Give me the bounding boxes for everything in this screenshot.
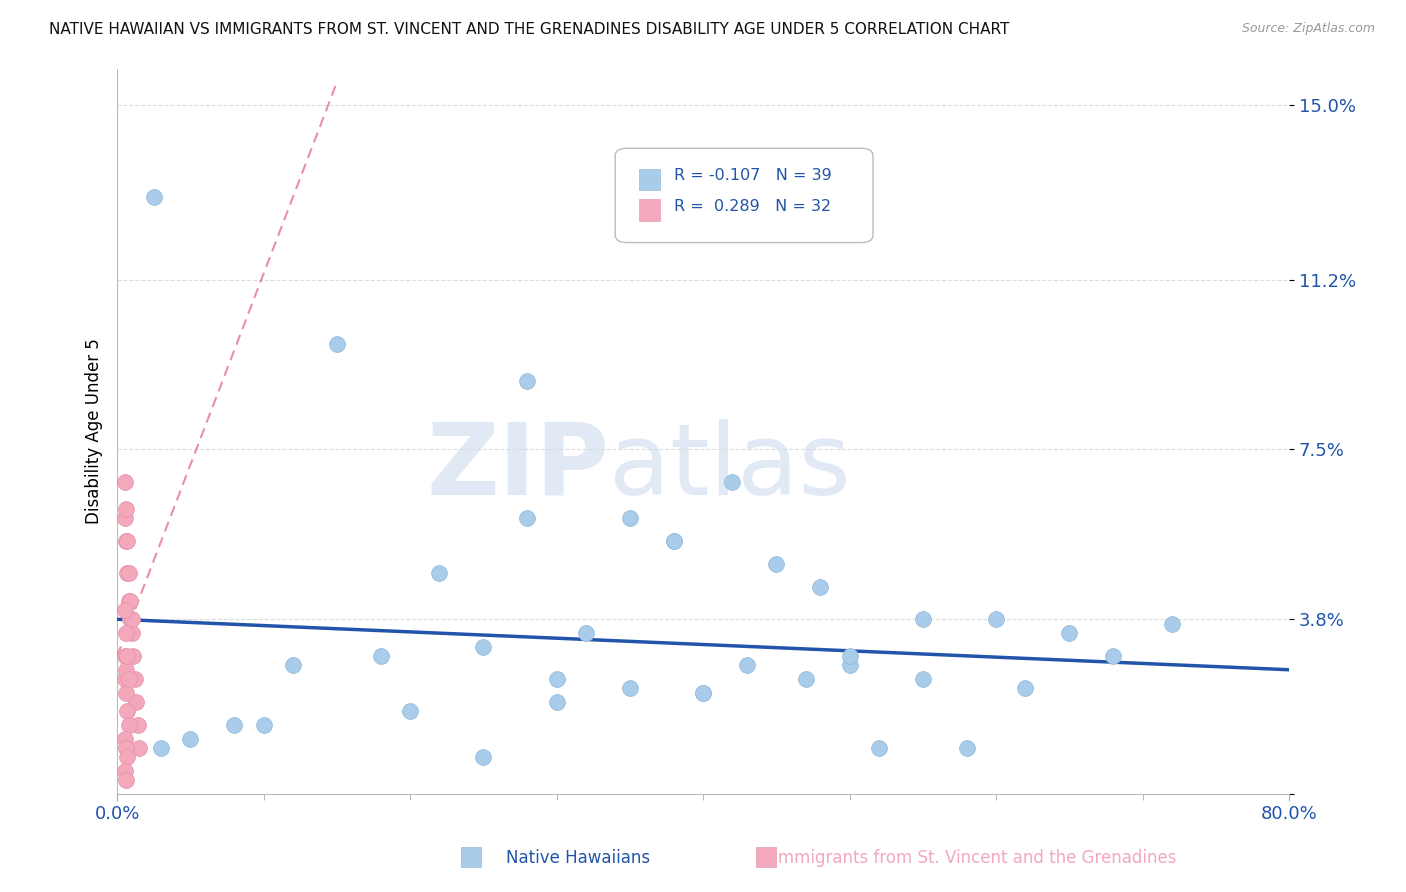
Point <box>120 594 142 608</box>
Point <box>1014 681 1036 695</box>
Point <box>125 695 148 709</box>
Point <box>118 594 141 608</box>
Point <box>911 672 934 686</box>
Point <box>115 502 138 516</box>
Point <box>794 672 817 686</box>
Point <box>114 648 136 663</box>
Point <box>117 648 139 663</box>
Point <box>224 718 246 732</box>
Point <box>114 731 136 746</box>
FancyBboxPatch shape <box>616 148 873 243</box>
Y-axis label: Disability Age Under 5: Disability Age Under 5 <box>86 338 103 524</box>
Point <box>118 718 141 732</box>
Point <box>118 566 141 581</box>
Point <box>546 672 568 686</box>
Point <box>114 672 136 686</box>
Point <box>619 511 641 525</box>
Point <box>399 704 422 718</box>
Point <box>1160 616 1182 631</box>
Text: NATIVE HAWAIIAN VS IMMIGRANTS FROM ST. VINCENT AND THE GRENADINES DISABILITY AGE: NATIVE HAWAIIAN VS IMMIGRANTS FROM ST. V… <box>49 22 1010 37</box>
Text: ZIP: ZIP <box>426 419 609 516</box>
Point <box>150 740 173 755</box>
Point <box>115 663 138 677</box>
Text: Native Hawaiians: Native Hawaiians <box>506 849 651 867</box>
Point <box>868 740 890 755</box>
Point <box>472 750 495 764</box>
Point <box>619 681 641 695</box>
FancyBboxPatch shape <box>638 169 659 190</box>
Point <box>1102 648 1125 663</box>
Point <box>838 658 860 673</box>
Point <box>370 648 392 663</box>
Point <box>956 740 979 755</box>
Point <box>124 672 146 686</box>
Point <box>838 648 860 663</box>
Point <box>662 534 685 549</box>
Point <box>179 731 201 746</box>
Point <box>326 337 349 351</box>
Point <box>115 534 138 549</box>
Point <box>984 612 1007 626</box>
Text: R =  0.289   N = 32: R = 0.289 N = 32 <box>673 199 831 214</box>
Point <box>575 626 598 640</box>
Point <box>117 566 139 581</box>
Point <box>808 580 831 594</box>
Point <box>692 686 714 700</box>
Text: atlas: atlas <box>609 419 851 516</box>
Point <box>735 658 758 673</box>
Point <box>120 612 142 626</box>
Point <box>121 626 143 640</box>
Point <box>1059 626 1081 640</box>
Point <box>115 686 138 700</box>
Point <box>115 626 138 640</box>
Point <box>114 603 136 617</box>
Point <box>122 648 145 663</box>
Point <box>128 740 150 755</box>
Point <box>662 534 685 549</box>
Point <box>516 374 538 388</box>
Point <box>115 740 138 755</box>
Point <box>117 534 139 549</box>
FancyBboxPatch shape <box>638 199 659 221</box>
Point <box>117 704 139 718</box>
Point <box>765 558 787 572</box>
Point <box>114 764 136 778</box>
Point <box>117 750 139 764</box>
Point <box>253 718 276 732</box>
Point <box>721 475 744 489</box>
Point <box>692 686 714 700</box>
Point <box>281 658 304 673</box>
Point <box>142 190 165 204</box>
Point <box>114 511 136 525</box>
Point <box>429 566 451 581</box>
Point <box>516 511 538 525</box>
Point <box>121 612 143 626</box>
Point <box>472 640 495 654</box>
Text: Immigrants from St. Vincent and the Grenadines: Immigrants from St. Vincent and the Gren… <box>773 849 1177 867</box>
Point <box>127 718 149 732</box>
Point <box>114 475 136 489</box>
Point <box>546 695 568 709</box>
Text: R = -0.107   N = 39: R = -0.107 N = 39 <box>673 169 831 184</box>
Point <box>115 772 138 787</box>
Point <box>911 612 934 626</box>
Text: Source: ZipAtlas.com: Source: ZipAtlas.com <box>1241 22 1375 36</box>
Point <box>118 672 141 686</box>
